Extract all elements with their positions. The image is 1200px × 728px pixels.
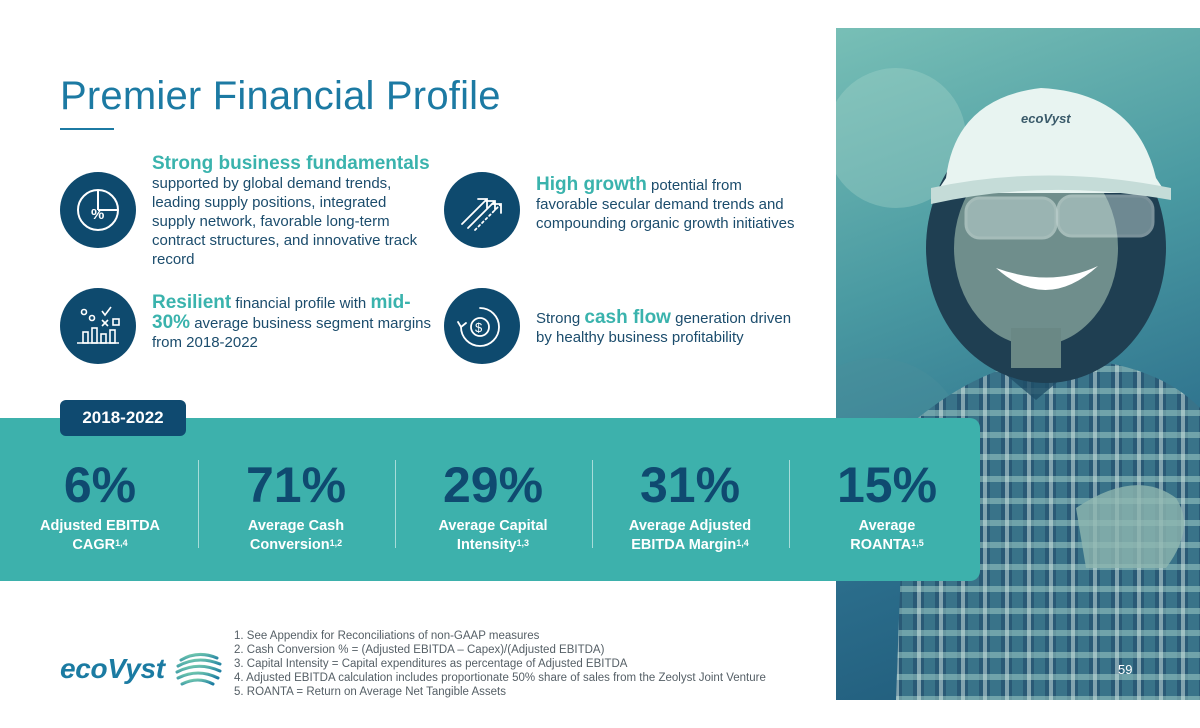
feature-cash-flow: Strong cash flow generation driven by he… [536, 308, 804, 347]
feature-fundamentals-highlight: Strong business fundamentals [152, 153, 430, 174]
stat-divider [592, 460, 593, 548]
feature-fundamentals-text: supported by global demand trends, leadi… [152, 175, 418, 268]
cash-flow-dollar-icon: $ [444, 288, 520, 364]
svg-text:%: % [91, 206, 104, 223]
feature-fundamentals: Strong business fundamentals supported b… [152, 154, 432, 269]
footnote: 5. ROANTA = Return on Average Net Tangib… [234, 686, 507, 698]
stat-label-line-2: ROANTA [850, 537, 912, 553]
worker-photo: ecoVyst 59 [836, 28, 1200, 700]
stat-divider [395, 460, 396, 548]
stat-label-line-2: EBITDA Margin [631, 537, 737, 553]
feature-cash-flow-highlight: cash flow [584, 307, 671, 328]
feature-cash-flow-text-after: generation driven by healthy business pr… [536, 310, 792, 346]
stat-footnote-ref: 1,4 [736, 538, 749, 548]
feature-resilient-highlight: Resilient [152, 292, 232, 313]
footnote: 4. Adjusted EBITDA calculation includes … [234, 672, 766, 684]
page-title: Premier Financial Profile [60, 74, 501, 118]
stat-label: Adjusted EBITDA CAGR1,4 [2, 517, 198, 555]
stat-label: Average Cash Conversion1,2 [198, 517, 394, 555]
stat-label: Average ROANTA1,5 [789, 517, 985, 555]
feature-resilient-highlight-2: mid-30% [152, 292, 411, 333]
stat-label-line-1: Adjusted EBITDA [39, 518, 161, 534]
stat-label-line-1: Average Capital [438, 518, 548, 534]
stat-footnote-ref: 1,4 [115, 538, 128, 548]
stat-label: Average Capital Intensity1,3 [395, 517, 591, 555]
stat-value: 29% [442, 457, 544, 513]
feature-cash-flow-text-before: Strong [536, 310, 585, 327]
stat-footnote-ref: 1,3 [516, 538, 530, 548]
stats-band: 6% Adjusted EBITDA CAGR1,4 71% Average C… [0, 418, 980, 581]
page-number: 59 [1118, 662, 1133, 677]
analytics-chart-icon [60, 288, 136, 364]
helmet-logo-text: ecoVyst [1021, 111, 1071, 126]
feature-resilient: Resilient financial profile with mid-30%… [152, 293, 432, 352]
stat-label-line-2: Conversion [249, 537, 330, 553]
stat-label: Average Adjusted EBITDA Margin1,4 [592, 517, 788, 555]
stat-value: 71% [245, 457, 347, 513]
stat-divider [198, 460, 199, 548]
stat-value: 15% [836, 457, 938, 513]
feature-resilient-text-1: financial profile with [231, 295, 371, 312]
feature-growth-text: potential from favorable secular demand … [536, 177, 795, 232]
footnote: 3. Capital Intensity = Capital expenditu… [234, 658, 628, 670]
stat-label-line-2: CAGR [72, 537, 116, 553]
stat-label-line-1: Average [858, 518, 916, 534]
stat-footnote-ref: 1,2 [329, 538, 343, 548]
stat-capital-intensity: 29% Average Capital Intensity1,3 [395, 418, 591, 581]
stat-value: 31% [639, 457, 741, 513]
footnote: 1. See Appendix for Reconciliations of n… [234, 630, 540, 642]
footnotes: 1. See Appendix for Reconciliations of n… [234, 629, 766, 699]
svg-text:$: $ [475, 320, 483, 335]
stat-label-line-1: Average Cash [247, 518, 345, 534]
feature-resilient-text-2: average business segment margins from 20… [152, 315, 431, 351]
ecovyst-logo: ecoVyst [60, 646, 223, 692]
stat-label-line-2: Intensity [456, 537, 517, 553]
title-underline [60, 128, 114, 130]
stat-cash-conversion: 71% Average Cash Conversion1,2 [198, 418, 394, 581]
stat-roanta: 15% Average ROANTA1,5 [789, 418, 985, 581]
stat-ebitda-cagr: 6% Adjusted EBITDA CAGR1,4 [2, 418, 198, 581]
growth-arrows-icon [444, 172, 520, 248]
stat-divider [789, 460, 790, 548]
feature-growth: High growth potential from favorable sec… [536, 175, 798, 233]
stat-ebitda-margin: 31% Average Adjusted EBITDA Margin1,4 [592, 418, 788, 581]
pie-chart-percent-icon: % [60, 172, 136, 248]
period-badge: 2018-2022 [60, 400, 186, 436]
logo-globe-icon [175, 653, 222, 686]
footnote: 2. Cash Conversion % = (Adjusted EBITDA … [234, 644, 605, 656]
stat-label-line-1: Average Adjusted [628, 518, 752, 534]
feature-growth-highlight: High growth [536, 174, 647, 195]
logo-wordmark: ecoVyst [60, 653, 165, 684]
stat-footnote-ref: 1,5 [911, 538, 924, 548]
stat-value: 6% [63, 457, 137, 513]
